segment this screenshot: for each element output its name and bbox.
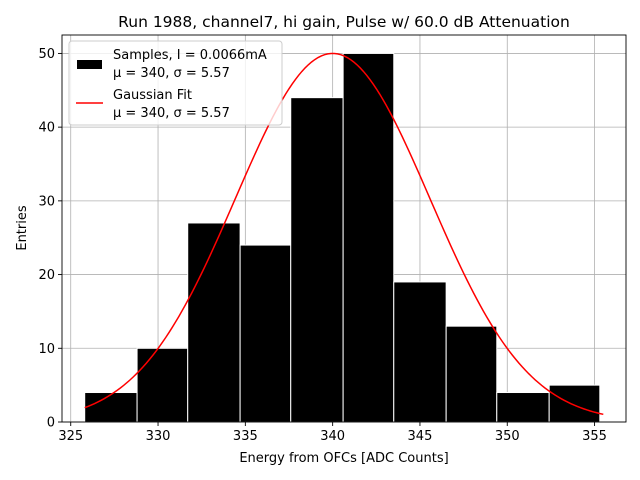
legend-samples-swatch	[77, 60, 102, 69]
y-tick-label: 50	[38, 47, 55, 62]
histogram-bar	[136, 347, 189, 423]
y-tick-label: 20	[38, 268, 55, 283]
gaussian-fit-curve	[84, 52, 604, 416]
legend-samples-stats: μ = 340, σ = 5.57	[113, 66, 230, 81]
legend-fit-stats: μ = 340, σ = 5.57	[113, 106, 230, 121]
legend: Samples, I = 0.0066mA μ = 340, σ = 5.57 …	[68, 40, 283, 126]
histogram-bar	[290, 97, 344, 423]
histogram-bars	[84, 52, 601, 423]
legend-box	[68, 40, 283, 126]
x-tick-label: 350	[495, 429, 520, 444]
histogram-bar	[84, 392, 138, 423]
legend-fit-label: Gaussian Fit	[113, 88, 192, 103]
x-tick-label: 345	[408, 429, 433, 444]
x-axis-ticks: 325 330 335 340 345 350 355	[58, 422, 607, 444]
x-tick-label: 335	[233, 429, 258, 444]
chart-title: Run 1988, channel7, hi gain, Pulse w/ 60…	[118, 13, 570, 31]
histogram-bar	[342, 52, 395, 423]
y-tick-label: 0	[47, 416, 55, 431]
histogram-bar	[187, 222, 241, 423]
y-tick-label: 30	[38, 194, 55, 209]
y-tick-label: 40	[38, 121, 55, 136]
y-axis-ticks: 0 10 20 30 40 50	[38, 47, 62, 431]
histogram-bar	[239, 244, 292, 423]
histogram-bar	[445, 325, 498, 423]
x-axis-label: Energy from OFCs [ADC Counts]	[239, 451, 448, 466]
x-tick-label: 330	[146, 429, 171, 444]
histogram-bar	[496, 392, 550, 423]
x-tick-label: 340	[320, 429, 345, 444]
legend-samples-label: Samples, I = 0.0066mA	[113, 48, 267, 63]
histogram-bar	[393, 281, 447, 423]
y-axis-label: Entries	[15, 205, 30, 251]
y-tick-label: 10	[38, 342, 55, 357]
x-tick-label: 355	[582, 429, 607, 444]
x-tick-label: 325	[58, 429, 83, 444]
plot-frame	[61, 34, 627, 423]
histogram-bar	[548, 384, 601, 423]
